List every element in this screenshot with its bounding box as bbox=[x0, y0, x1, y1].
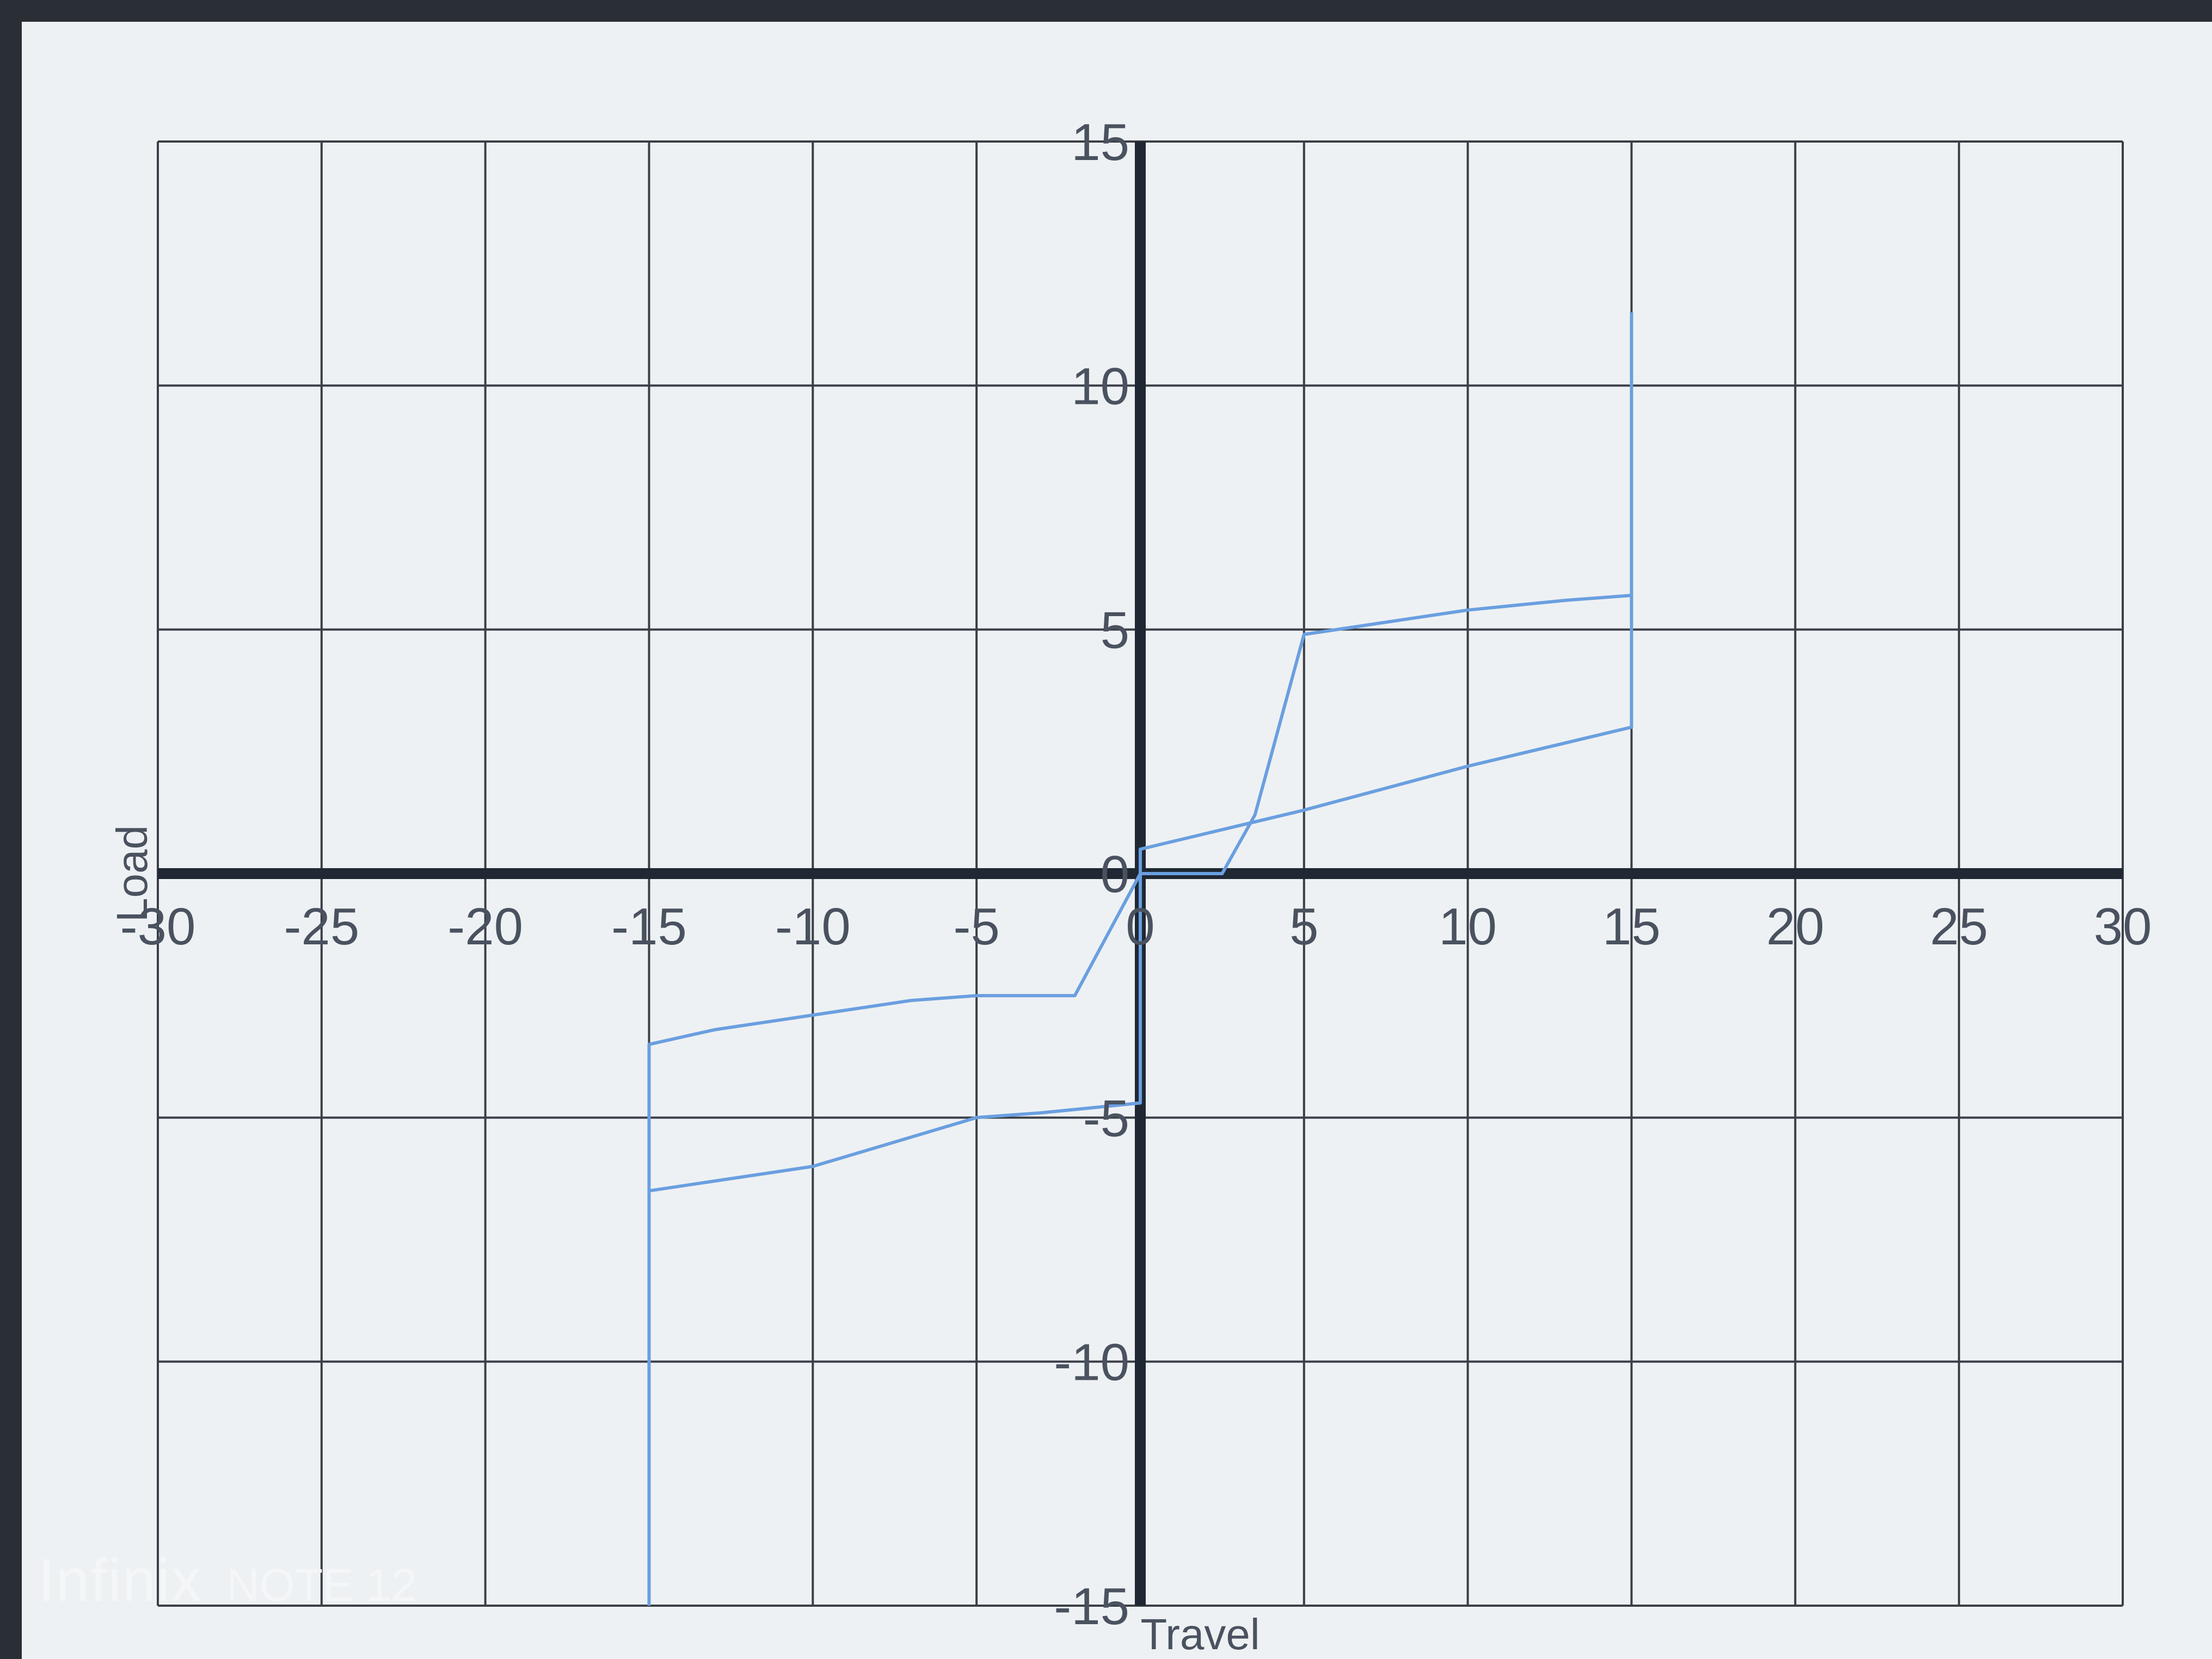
x-tick-label: -5 bbox=[953, 898, 999, 956]
y-tick-label: 10 bbox=[1071, 357, 1129, 415]
y-axis-title: Load bbox=[108, 825, 156, 922]
x-tick-label: 5 bbox=[1289, 898, 1318, 956]
x-tick-label: 20 bbox=[1766, 898, 1824, 956]
x-tick-label: 25 bbox=[1930, 898, 1988, 956]
x-tick-label: 0 bbox=[1126, 898, 1154, 956]
y-tick-label: -15 bbox=[1054, 1577, 1129, 1636]
x-tick-label: -20 bbox=[447, 898, 523, 956]
x-tick-label: -10 bbox=[775, 898, 851, 956]
series-line-2 bbox=[647, 312, 1633, 1606]
y-tick-label: 15 bbox=[1071, 113, 1129, 171]
x-tick-labels: -30 -25 -20 -15 -10 -5 0 5 10 15 20 25 30 bbox=[120, 898, 2152, 956]
y-tick-label: -10 bbox=[1054, 1334, 1129, 1392]
y-tick-labels: -15 -10 -5 0 5 10 15 bbox=[1054, 113, 1129, 1636]
y-tick-label: -5 bbox=[1083, 1089, 1129, 1147]
watermark-model: NOTE 12 bbox=[226, 1559, 417, 1611]
x-tick-label: -30 bbox=[120, 898, 196, 956]
series-line-1 bbox=[647, 312, 1633, 1606]
x-tick-label: 15 bbox=[1602, 898, 1661, 956]
x-tick-label: 30 bbox=[2094, 898, 2152, 956]
chart-screen: -30 -25 -20 -15 -10 -5 0 5 10 15 20 25 30 -15 -10 -5 0 5 1… bbox=[22, 22, 2212, 1659]
x-tick-label: 10 bbox=[1439, 898, 1497, 956]
y-tick-label: 0 bbox=[1101, 845, 1129, 904]
watermark-brand: Infinix bbox=[38, 1547, 202, 1614]
x-tick-label: -25 bbox=[284, 898, 359, 956]
x-tick-label: -15 bbox=[611, 898, 687, 956]
x-axis-title: Travel bbox=[1140, 1610, 1259, 1658]
chart: -30 -25 -20 -15 -10 -5 0 5 10 15 20 25 30 -15 -10 -5 0 5 1… bbox=[108, 113, 2152, 1658]
y-tick-label: 5 bbox=[1101, 601, 1129, 660]
camera-watermark: Infinix NOTE 12 bbox=[38, 1546, 417, 1615]
